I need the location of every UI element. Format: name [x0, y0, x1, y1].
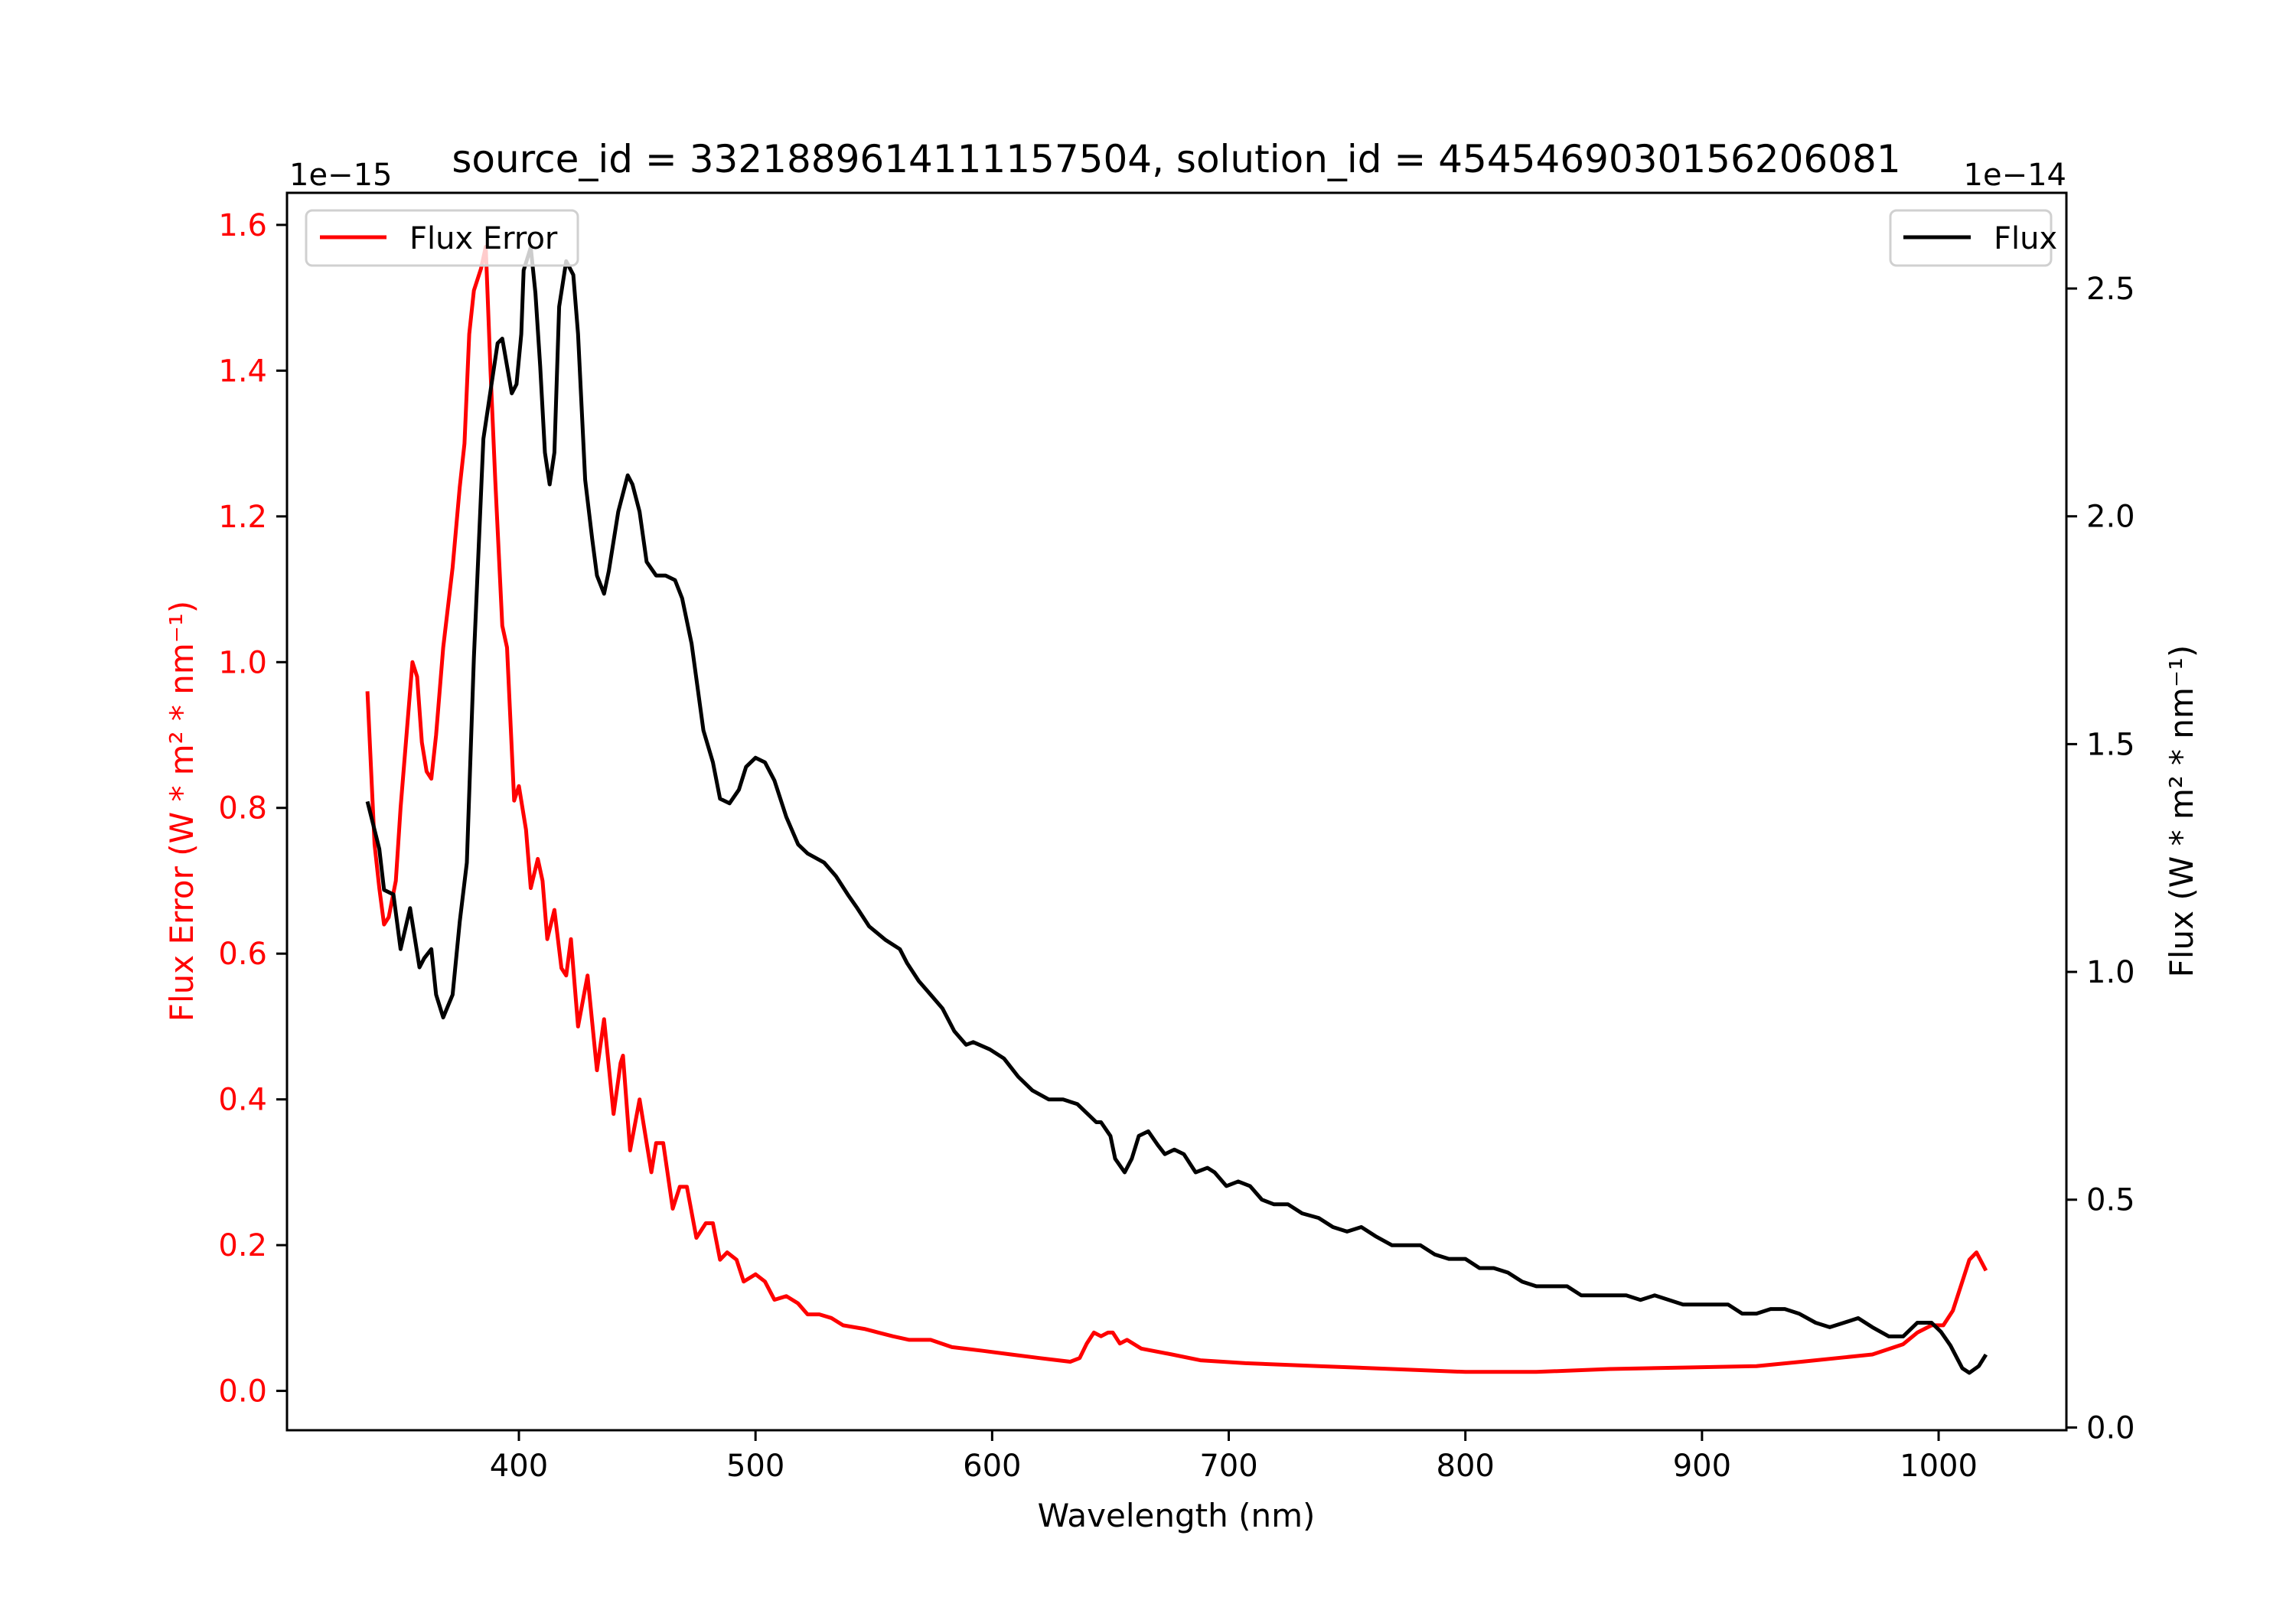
- chart-title: source_id = 3321889614111157504, solutio…: [452, 137, 1900, 181]
- right-y-tick-label: 2.0: [2086, 500, 2135, 535]
- right-axis-label: Flux (W * m² * nm⁻¹): [2163, 645, 2200, 978]
- left-y-tick-label: 0.4: [218, 1083, 267, 1118]
- series-lines: [365, 245, 1988, 1375]
- series-line-flux: [365, 245, 1988, 1375]
- left-y-tick-label: 0.8: [218, 791, 267, 826]
- left-y-tick-label: 1.2: [218, 500, 267, 535]
- legend-flux-error: Flux Error: [305, 209, 579, 267]
- right-y-tick-label: 0.0: [2086, 1410, 2135, 1446]
- series-line-flux-error: [365, 245, 1988, 1374]
- x-tick-label: 800: [1437, 1449, 1495, 1484]
- x-tick-label: 1000: [1900, 1449, 1978, 1484]
- left-axis-label: Flux Error (W * m² * nm⁻¹): [163, 601, 201, 1022]
- right-y-tick-label: 1.5: [2086, 727, 2135, 762]
- x-tick-label: 700: [1199, 1449, 1257, 1484]
- x-tick-label: 500: [726, 1449, 784, 1484]
- x-tick-label: 400: [490, 1449, 548, 1484]
- left-y-tick-label: 1.6: [218, 208, 267, 243]
- left-y-tick-label: 1.4: [218, 354, 267, 389]
- left-y-tick-label: 0.0: [218, 1374, 267, 1410]
- right-y-tick-label: 1.0: [2086, 955, 2135, 990]
- legend-label-flux-error: Flux Error: [409, 221, 558, 256]
- axis-ticks: 400 500 600 700 800 900 1000 0.0 0.2 0.4 0.6 0.8 1.0…: [218, 208, 2135, 1484]
- legend-label-flux: Flux: [1994, 221, 2057, 256]
- right-y-tick-label: 2.5: [2086, 272, 2135, 307]
- left-y-tick-label: 1.0: [218, 645, 267, 680]
- left-y-tick-label: 0.2: [218, 1228, 267, 1263]
- x-tick-label: 900: [1673, 1449, 1731, 1484]
- plot-frame: [285, 191, 2068, 1432]
- right-offset-label: 1e−14: [1964, 158, 2066, 193]
- left-offset-label: 1e−15: [289, 158, 392, 193]
- left-y-tick-label: 0.6: [218, 937, 267, 972]
- x-tick-label: 600: [963, 1449, 1021, 1484]
- legend-flux: Flux: [1889, 209, 2057, 267]
- x-axis-label: Wavelength (nm): [1038, 1497, 1316, 1534]
- right-y-tick-label: 0.5: [2086, 1183, 2135, 1218]
